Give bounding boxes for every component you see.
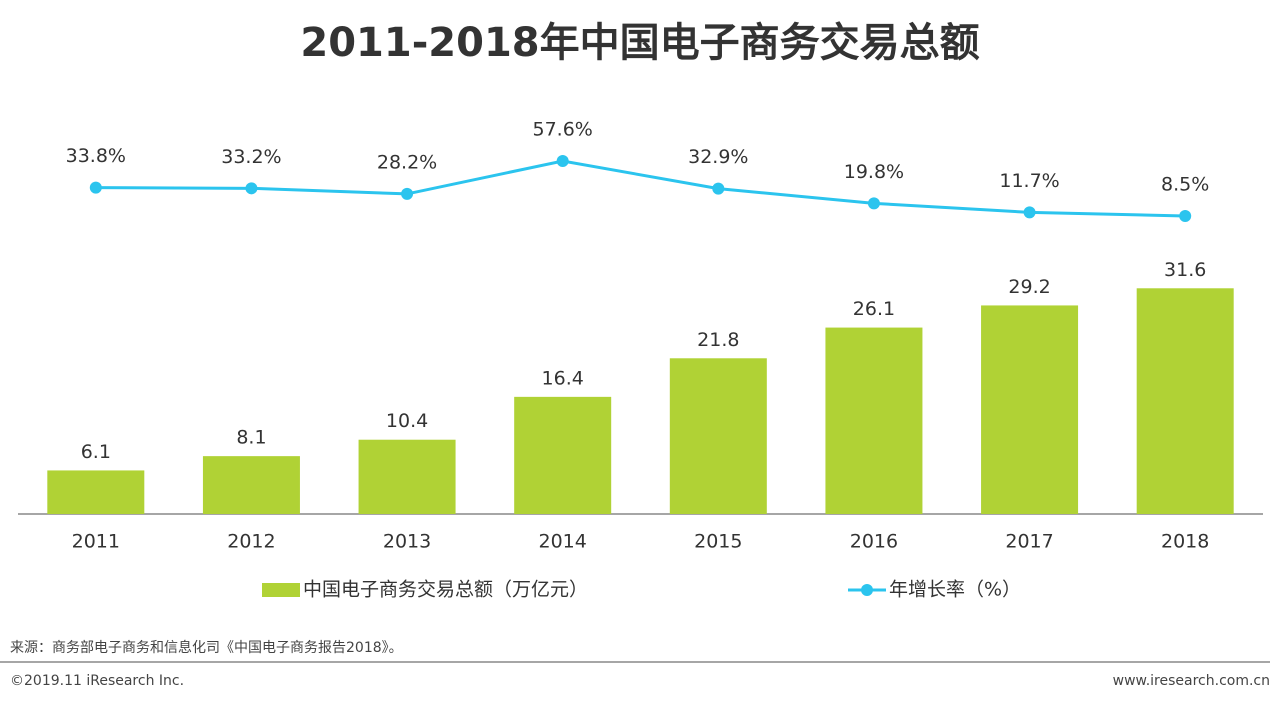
copyright: ©2019.11 iResearch Inc.	[10, 673, 184, 689]
chart-title: 2011-2018年中国电子商务交易总额	[300, 20, 979, 66]
bar	[825, 327, 923, 514]
x-tick-label: 2013	[383, 531, 431, 553]
legend-swatch	[262, 583, 300, 597]
bar	[981, 305, 1079, 514]
bar	[1136, 288, 1234, 514]
value-label: 32.9%	[688, 146, 748, 168]
x-tick-label: 2015	[694, 531, 742, 553]
x-tick-label: 2016	[850, 531, 898, 553]
legend-label: 年增长率（%）	[889, 579, 1021, 601]
line-marker	[1179, 209, 1192, 222]
bar	[514, 396, 612, 514]
x-tick-label: 2014	[539, 531, 587, 553]
line-marker	[556, 154, 569, 167]
x-tick-label: 2011	[72, 531, 120, 553]
bar	[358, 439, 456, 514]
line-marker	[89, 181, 102, 194]
line-marker	[245, 182, 258, 195]
value-label: 57.6%	[533, 118, 593, 140]
source-note: 来源：商务部电子商务和信息化司《中国电子商务报告2018》。	[10, 639, 403, 656]
value-label: 21.8	[697, 329, 739, 351]
bar	[669, 358, 767, 514]
value-label: 10.4	[386, 410, 428, 432]
website: www.iresearch.com.cn	[1113, 673, 1270, 689]
value-label: 6.1	[81, 441, 111, 463]
value-label: 33.8%	[66, 145, 126, 167]
legend-label: 中国电子商务交易总额（万亿元）	[303, 579, 588, 601]
legend-swatch	[861, 584, 873, 596]
bar	[202, 456, 300, 514]
x-tick-label: 2012	[227, 531, 275, 553]
line	[95, 159, 1186, 218]
value-label: 8.1	[236, 427, 266, 449]
x-tick-label: 2017	[1005, 531, 1053, 553]
value-label: 8.5%	[1161, 173, 1209, 195]
line-marker	[712, 182, 725, 195]
value-label: 33.2%	[221, 146, 281, 168]
x-tick-label: 2018	[1161, 531, 1209, 553]
line-marker	[1023, 206, 1036, 219]
value-label: 26.1	[853, 298, 895, 320]
value-label: 31.6	[1164, 259, 1206, 281]
value-label: 19.8%	[844, 161, 904, 183]
value-label: 11.7%	[999, 170, 1059, 192]
value-label: 16.4	[542, 367, 584, 389]
line-marker	[867, 197, 880, 210]
line-marker	[401, 187, 414, 200]
bar	[47, 470, 145, 514]
value-label: 29.2	[1008, 276, 1050, 298]
value-label: 28.2%	[377, 151, 437, 173]
